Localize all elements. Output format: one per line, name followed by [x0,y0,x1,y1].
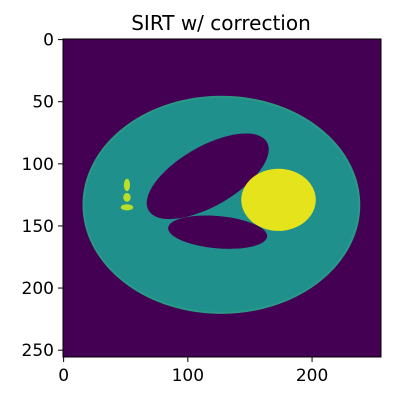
y-tick-label: 0 [43,31,54,51]
x-tick-label: 200 [296,366,328,386]
region-upper-dark-cavity [146,133,269,220]
region-small-spot-2 [123,193,131,202]
y-axis: 0 50 100 150 200 250 [22,31,63,361]
x-tick-label: 0 [58,366,69,386]
region-lower-dark-cavity [168,215,268,249]
region-small-spot-1 [123,178,131,192]
y-tick-label: 250 [22,341,54,361]
x-tick-label: 100 [172,366,204,386]
region-small-spot-3 [120,204,134,211]
axes-frame [62,38,382,358]
y-tick-label: 100 [22,155,54,175]
y-tick-label: 200 [22,279,54,299]
x-axis: 0 100 200 [58,357,328,386]
region-outer-ellipse [82,95,361,314]
y-tick-label: 150 [22,217,54,237]
y-tick-label: 50 [32,93,54,113]
chart-title: SIRT w/ correction [131,11,311,35]
region-bright-disk [241,168,316,231]
plot-area [62,38,382,358]
image-regions [82,95,361,314]
